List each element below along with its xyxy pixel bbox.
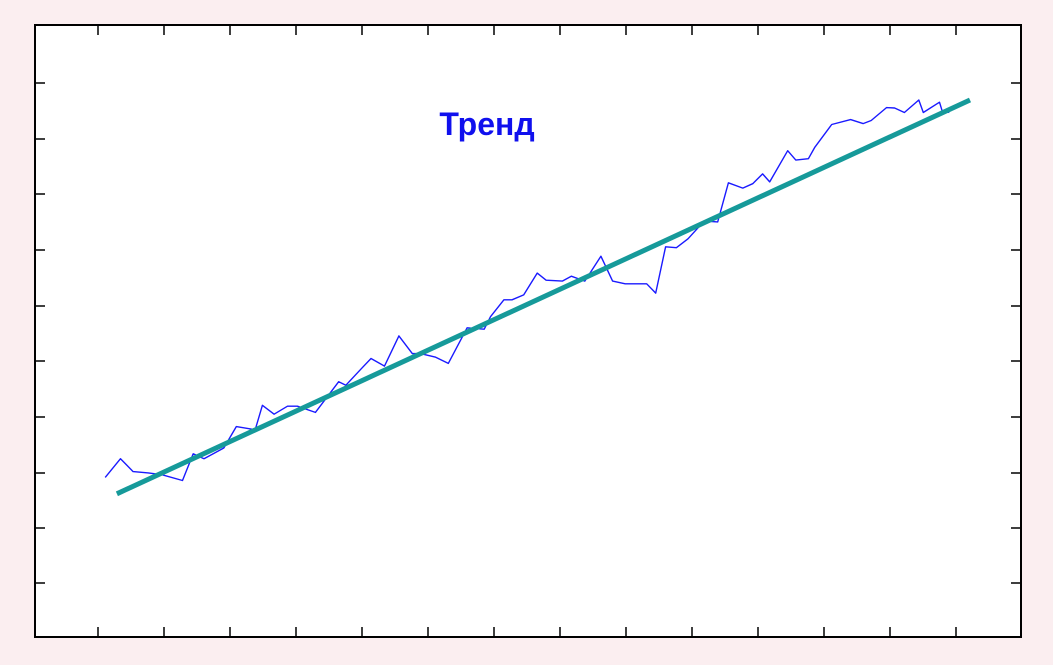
- axis-ticks: [35, 25, 1021, 637]
- trend-line: [115, 97, 972, 497]
- data-series-line: [104, 99, 950, 482]
- plot-frame: [34, 24, 1022, 638]
- chart-title: Тренд: [439, 106, 534, 142]
